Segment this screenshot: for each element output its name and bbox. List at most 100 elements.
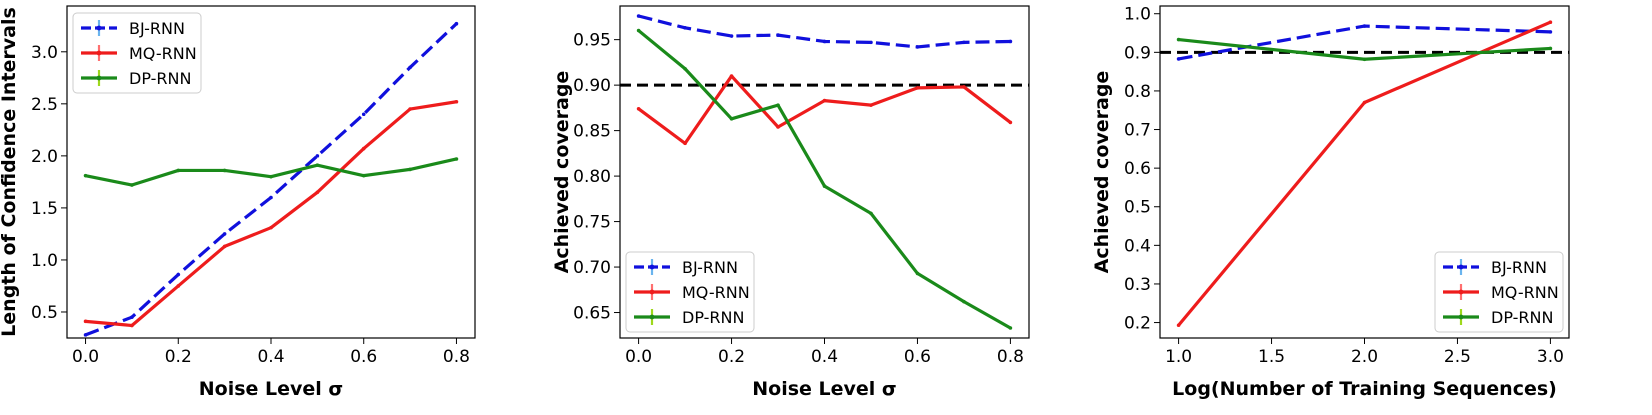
data-point-dp-rnn <box>1548 46 1553 51</box>
data-point-dp-rnn <box>869 211 873 216</box>
data-point-mq-rnn <box>962 85 966 89</box>
data-point-mq-rnn <box>729 74 734 78</box>
data-point-dp-rnn <box>636 28 641 33</box>
y-tick-label: 0.85 <box>573 122 611 142</box>
legend-item-bj-rnn: BJ-RNN <box>1443 258 1547 277</box>
plot-area <box>620 14 1029 330</box>
legend-item-mq-rnn: MQ-RNN <box>81 44 197 63</box>
data-point-dp-rnn <box>454 157 459 161</box>
data-point-mq-rnn <box>361 146 366 151</box>
y-tick-label: 0.6 <box>1124 159 1151 179</box>
y-tick-label: 0.75 <box>573 213 611 233</box>
series-mq-rnn <box>1176 20 1553 328</box>
data-point-mq-rnn <box>176 284 181 288</box>
y-tick-label: 0.90 <box>573 76 611 96</box>
data-point-bj-rnn <box>869 40 873 45</box>
legend-frame <box>1434 251 1564 333</box>
data-point-bj-rnn <box>915 45 920 49</box>
legend: BJ-RNN MQ-RNN DP-RNN <box>72 12 202 94</box>
data-point-bj-rnn <box>1008 39 1013 44</box>
data-point-bj-rnn <box>1362 24 1367 28</box>
data-point-bj-rnn <box>729 34 734 38</box>
y-tick-label: 1.0 <box>1124 5 1151 25</box>
legend-marker <box>96 50 102 56</box>
data-point-dp-rnn <box>269 174 273 179</box>
legend-marker <box>1458 264 1464 270</box>
y-axis-label: Achieved coverage <box>551 71 573 274</box>
data-point-mq-rnn <box>83 319 88 324</box>
data-point-dp-rnn <box>83 173 88 178</box>
y-tick-label: 0.2 <box>1124 314 1151 334</box>
y-tick-label: 1.0 <box>31 251 58 271</box>
x-tick-label: 0.8 <box>443 347 470 367</box>
legend-label: MQ-RNN <box>1491 283 1559 302</box>
data-point-bj-rnn <box>454 21 459 26</box>
x-tick-label: 0.4 <box>257 347 284 367</box>
chart-panel-noise-vs-interval-length: 0.0 0.2 0.4 0.6 0.8 0.5 1.0 1.5 2.0 2.5 3.0 Noise L… <box>0 5 476 400</box>
x-tick-label: 0.2 <box>165 347 192 367</box>
x-tick-label: 0.6 <box>350 347 377 367</box>
legend-marker <box>96 25 102 31</box>
y-tick-label: 0.5 <box>1124 198 1151 218</box>
chart-panel-noise-vs-coverage: 0.0 0.2 0.4 0.6 0.8 0.65 0.70 0.75 0.80 0.85 0.90 0… <box>551 5 1030 400</box>
y-tick-label: 0.9 <box>1124 43 1151 63</box>
y-tick-label: 0.70 <box>573 258 611 278</box>
y-tick-label: 1.5 <box>31 199 58 219</box>
series-mq-rnn <box>83 99 459 328</box>
y-tick-label: 0.95 <box>573 31 611 51</box>
chart-panel-training-sequences-vs-coverage: 1.0 1.5 2.0 2.5 3.0 0.2 0.3 0.4 0.5 0.6 0.7 0.8 0.9 1… <box>1091 5 1570 400</box>
legend-item-bj-rnn: BJ-RNN <box>634 258 738 277</box>
legend-label: BJ-RNN <box>129 19 185 38</box>
series-dp-rnn <box>1176 37 1553 62</box>
data-point-dp-rnn <box>962 299 966 304</box>
legend-item-bj-rnn: BJ-RNN <box>81 19 185 38</box>
data-point-bj-rnn <box>776 33 780 37</box>
data-point-bj-rnn <box>636 14 641 18</box>
data-point-bj-rnn <box>269 195 273 200</box>
data-point-bj-rnn <box>83 333 88 337</box>
x-tick-label: 1.5 <box>1258 347 1285 367</box>
legend-label: BJ-RNN <box>1491 258 1547 277</box>
y-tick-label: 2.5 <box>31 95 58 115</box>
data-point-dp-rnn <box>130 183 134 187</box>
y-tick-label: 0.5 <box>31 303 58 323</box>
legend-item-dp-rnn: DP-RNN <box>1443 308 1553 327</box>
data-point-dp-rnn <box>915 271 920 276</box>
x-tick-label: 0.0 <box>72 347 99 367</box>
y-tick-label: 2.0 <box>31 147 58 167</box>
legend-marker <box>96 75 102 81</box>
plot-area <box>1160 20 1569 328</box>
series-dp-rnn <box>636 28 1013 330</box>
series-bj-rnn <box>83 21 459 337</box>
data-point-bj-rnn <box>962 40 966 45</box>
data-point-bj-rnn <box>822 39 827 44</box>
data-point-dp-rnn <box>176 168 181 173</box>
data-point-dp-rnn <box>1362 57 1367 62</box>
y-tick-label: 3.0 <box>31 43 58 63</box>
x-tick-label: 0.4 <box>811 347 838 367</box>
data-point-mq-rnn <box>683 141 687 146</box>
legend-label: DP-RNN <box>1491 308 1553 327</box>
y-tick-label: 0.3 <box>1124 275 1151 295</box>
y-tick-label: 0.65 <box>573 304 611 324</box>
y-tick-label: 0.7 <box>1124 121 1151 141</box>
data-point-bj-rnn <box>1176 57 1181 61</box>
data-point-bj-rnn <box>408 65 412 70</box>
legend-marker <box>649 289 655 295</box>
data-point-dp-rnn <box>729 116 734 121</box>
series-line-mq-rnn <box>85 100 457 328</box>
series-line-dp-rnn <box>85 157 457 187</box>
series-line-bj-rnn <box>1178 24 1551 61</box>
legend-marker <box>649 314 655 320</box>
data-point-bj-rnn <box>1548 30 1553 34</box>
y-tick-label: 0.8 <box>1124 82 1151 102</box>
series-mq-rnn <box>636 74 1013 146</box>
data-point-mq-rnn <box>776 125 780 129</box>
data-point-dp-rnn <box>683 66 687 71</box>
data-point-bj-rnn <box>176 272 181 277</box>
data-point-bj-rnn <box>315 154 320 158</box>
legend-frame <box>625 251 755 333</box>
y-axis-label: Achieved coverage <box>1091 71 1113 274</box>
y-tick-label: 0.4 <box>1124 236 1151 256</box>
